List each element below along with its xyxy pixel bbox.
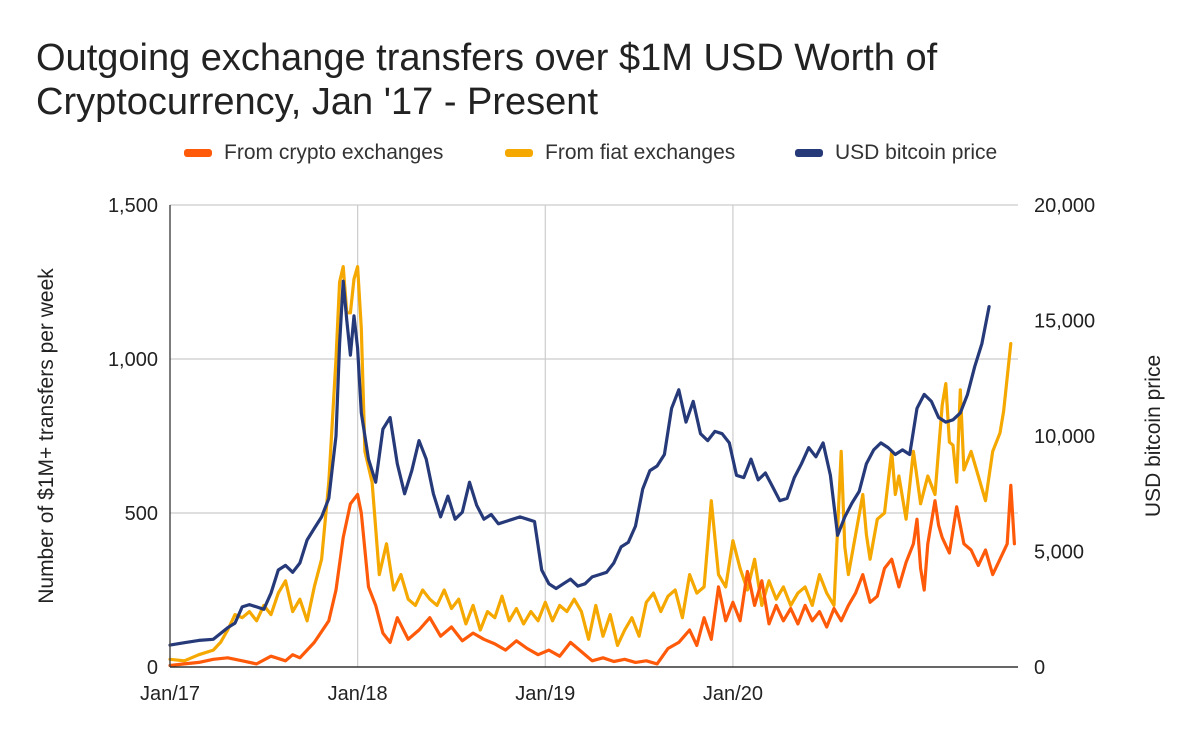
legend-item-fiat: From fiat exchanges	[505, 138, 735, 168]
axes	[169, 205, 1018, 668]
x-tick-label: Jan/18	[328, 683, 388, 705]
right-tick-label: 10,000	[1034, 426, 1095, 448]
legend-label-btc: USD bitcoin price	[835, 141, 998, 164]
chart-title: Outgoing exchange transfers over $1M USD…	[36, 37, 938, 123]
legend: From crypto exchanges From fiat exchange…	[0, 138, 1200, 168]
tick-labels: 0 500 1,000 1,500 0 5,000 10,000 15,000 20,000 Ja…	[35, 195, 1165, 705]
x-tick-label: Jan/17	[140, 683, 200, 705]
legend-label-crypto: From crypto exchanges	[224, 141, 444, 164]
x-tick-label: Jan/19	[515, 683, 575, 705]
series-line-crypto	[168, 483, 1016, 668]
gridlines	[170, 204, 1018, 667]
left-axis-title: Number of $1M+ transfers per week	[35, 268, 58, 604]
x-tick-label: Jan/20	[703, 683, 763, 705]
right-tick-label: 0	[1034, 657, 1045, 679]
legend-swatch-crypto	[184, 149, 212, 157]
left-tick-label: 1,500	[108, 195, 158, 217]
series-layer	[168, 265, 1016, 668]
legend-swatch-btc	[795, 149, 823, 157]
series-line-fiat	[168, 265, 1013, 663]
legend-item-crypto: From crypto exchanges	[184, 138, 443, 168]
left-tick-label: 1,000	[108, 349, 158, 371]
left-tick-label: 0	[147, 657, 158, 679]
legend-item-btc: USD bitcoin price	[795, 138, 997, 168]
legend-swatch-fiat	[505, 149, 533, 157]
right-tick-label: 5,000	[1034, 542, 1084, 564]
series-line-bitcoin-price	[168, 279, 991, 647]
legend-label-fiat: From fiat exchanges	[545, 141, 736, 164]
right-axis-title: USD bitcoin price	[1142, 355, 1165, 517]
left-tick-label: 500	[125, 503, 158, 525]
right-tick-label: 15,000	[1034, 311, 1095, 333]
right-tick-label: 20,000	[1034, 195, 1095, 217]
